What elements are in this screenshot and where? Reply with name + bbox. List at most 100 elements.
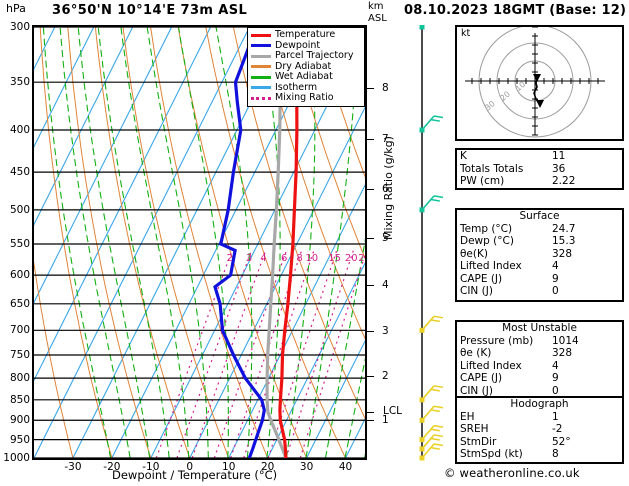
- panel-row: Lifted Index 4: [457, 260, 622, 273]
- wind-barb: [419, 424, 444, 443]
- panel-row-key: CIN (J): [460, 384, 493, 397]
- panel-row-key: StmDir: [460, 435, 497, 448]
- panel-row-value: 24.7: [552, 222, 576, 235]
- legend: Temperature Dewpoint Parcel Trajectory Dry …: [247, 27, 365, 107]
- wind-barb: [419, 443, 444, 461]
- pressure-tick-label: 550: [9, 237, 30, 250]
- altitude-unit-label: km: [368, 1, 384, 12]
- altitude-tick-label: 5: [382, 231, 389, 244]
- panel-row-key: StmSpd (kt): [460, 448, 523, 460]
- panel-row: CAPE (J) 9: [457, 273, 622, 286]
- panel-row-key: PW (cm): [460, 175, 505, 187]
- lcl-label: LCL: [383, 405, 403, 418]
- legend-item: Dry Adiabat: [251, 60, 361, 73]
- panel-row-key: Pressure (mb): [460, 334, 534, 347]
- pressure-tick-label: 400: [9, 123, 30, 136]
- panel-title: Surface: [519, 210, 560, 222]
- pressure-tick-label: 700: [9, 324, 30, 337]
- hodograph-unit-label: kt: [461, 28, 471, 39]
- panel-most-unstable: Most Unstable Pressure (mb) 1014 θe (K) 328 L…: [455, 320, 624, 400]
- panel-row-key: Temp (°C): [460, 222, 513, 235]
- svg-text:8: 8: [296, 253, 302, 264]
- panel-hodograph-stats: Hodograph EH 1 SREH -2 StmDir 52° StmSpd (kt) 8: [455, 396, 624, 464]
- panel-row-value: 0: [552, 285, 559, 297]
- legend-item: Temperature: [251, 30, 361, 41]
- panel-row: K 11: [457, 150, 622, 163]
- panel-row-key: Dewp (°C): [460, 235, 514, 247]
- hodograph-ring-label: 20: [498, 89, 512, 102]
- hodograph-marker: [533, 74, 541, 82]
- panel-row: PW (cm) 2.22: [457, 175, 622, 188]
- sounding-traces: [213, 27, 299, 458]
- pressure-tick-label: 300: [9, 21, 30, 33]
- legend-label: Dewpoint: [275, 39, 321, 51]
- panel-row-value: 15.3: [552, 235, 576, 247]
- station-coordinates: 36°50'N 10°14'E 73m ASL: [52, 3, 248, 18]
- legend-swatch: [251, 65, 271, 69]
- legend-item: Parcel Trajectory: [251, 51, 361, 62]
- altitude-tick-label: 1: [382, 413, 389, 426]
- svg-text:3: 3: [246, 253, 252, 264]
- svg-text:25: 25: [358, 253, 365, 264]
- temperature-tick-label: 40: [338, 461, 353, 473]
- panel-row: CAPE (J) 9: [457, 372, 622, 385]
- legend-label: Dry Adiabat: [275, 60, 332, 72]
- panel-row-key: CIN (J): [460, 285, 493, 297]
- panel-row-key: CAPE (J): [460, 272, 503, 285]
- altitude-tick: [367, 237, 374, 239]
- pressure-tick-label: 650: [9, 297, 30, 310]
- panel-row: SREH -2: [457, 423, 622, 436]
- panel-row-key: Lifted Index: [460, 359, 522, 372]
- altitude-tick: [367, 375, 374, 377]
- panel-row-value: 36: [552, 162, 566, 175]
- temperature-tick-label: 10: [222, 461, 236, 473]
- legend-swatch: [251, 75, 271, 79]
- altitude-tick-label: 2: [382, 369, 389, 382]
- pressure-tick-label: 1000: [3, 452, 30, 464]
- panel-row-key: K: [460, 150, 467, 162]
- altitude-tick: [367, 419, 374, 421]
- panel-row-value: 52°: [552, 435, 571, 448]
- pressure-tick-label: 500: [9, 203, 30, 216]
- panel-title: Most Unstable: [502, 322, 577, 334]
- wind-barb: [419, 315, 444, 333]
- hodograph[interactable]: kt 10 20 30: [455, 25, 624, 141]
- isobar-lines: [34, 27, 365, 458]
- wind-barb: [419, 385, 444, 403]
- legend-swatch: [251, 96, 271, 100]
- temperature-tick-label: 20: [260, 461, 275, 473]
- legend-label: Mixing Ratio: [275, 92, 334, 104]
- temperature-tick-label: -30: [64, 461, 82, 473]
- panel-row-value: 8: [552, 448, 559, 460]
- sounding-datetime: 08.10.2023 18GMT (Base: 12): [404, 3, 627, 18]
- temperature-tick-label: -20: [103, 461, 121, 473]
- hodograph-ring-label: 10: [514, 80, 528, 93]
- pressure-tick-label: 450: [9, 166, 30, 179]
- pressure-tick-label: 900: [9, 414, 30, 427]
- panel-row-value: 11: [552, 150, 566, 162]
- hodograph-marker: [536, 100, 544, 108]
- svg-text:6: 6: [281, 253, 287, 264]
- altitude-tick: [367, 284, 374, 286]
- panel-row: θe (K) 328: [457, 347, 622, 360]
- altitude-tick-label: 7: [382, 133, 389, 146]
- legend-item: Isotherm: [251, 82, 361, 94]
- svg-text:4: 4: [260, 253, 266, 264]
- panel-row-key: CAPE (J): [460, 372, 503, 384]
- panel-row: Temp (°C) 24.7: [457, 223, 622, 236]
- legend-swatch: [251, 86, 271, 90]
- panel-row: Totals Totals 36: [457, 163, 622, 176]
- panel-row: CIN (J) 0: [457, 285, 622, 298]
- legend-label: Parcel Trajectory: [275, 50, 354, 62]
- panel-row-value: 9: [552, 372, 559, 384]
- pressure-tick-label: 350: [9, 76, 30, 89]
- wind-barb: [419, 434, 444, 452]
- panel-row-value: 328: [552, 347, 573, 359]
- panel-row-value: 2.22: [552, 175, 576, 187]
- pressure-tick-label: 800: [9, 372, 30, 385]
- panel-row-key: EH: [460, 410, 475, 423]
- pressure-tick-label: 600: [9, 269, 30, 282]
